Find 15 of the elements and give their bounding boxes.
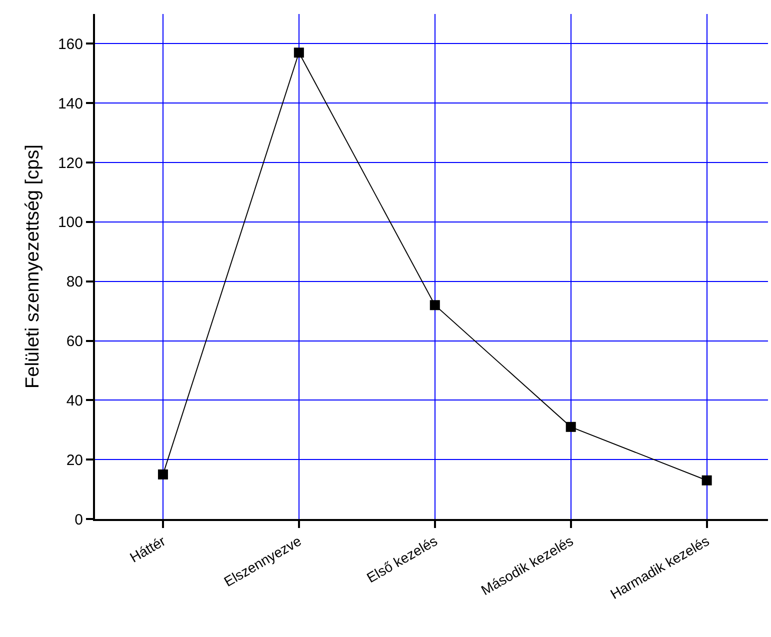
point (702, 475, 712, 486)
point (294, 48, 304, 58)
y-axis-title: Felületi szennyezettség [cps] (22, 144, 44, 388)
y-tick-label: 40 (66, 392, 83, 410)
point (566, 422, 576, 432)
y-tick-label: 160 (58, 36, 83, 53)
y-tick-label: 80 (66, 274, 83, 291)
point (158, 469, 168, 480)
y-tick-label: 20 (66, 452, 83, 469)
y-tick-label: 140 (58, 95, 83, 112)
y-tick-label: 120 (58, 154, 83, 172)
y-tick-label: 60 (66, 333, 83, 350)
point (430, 300, 440, 310)
y-tick-label: 100 (58, 214, 83, 232)
y-tick-label: 0 (74, 511, 83, 528)
